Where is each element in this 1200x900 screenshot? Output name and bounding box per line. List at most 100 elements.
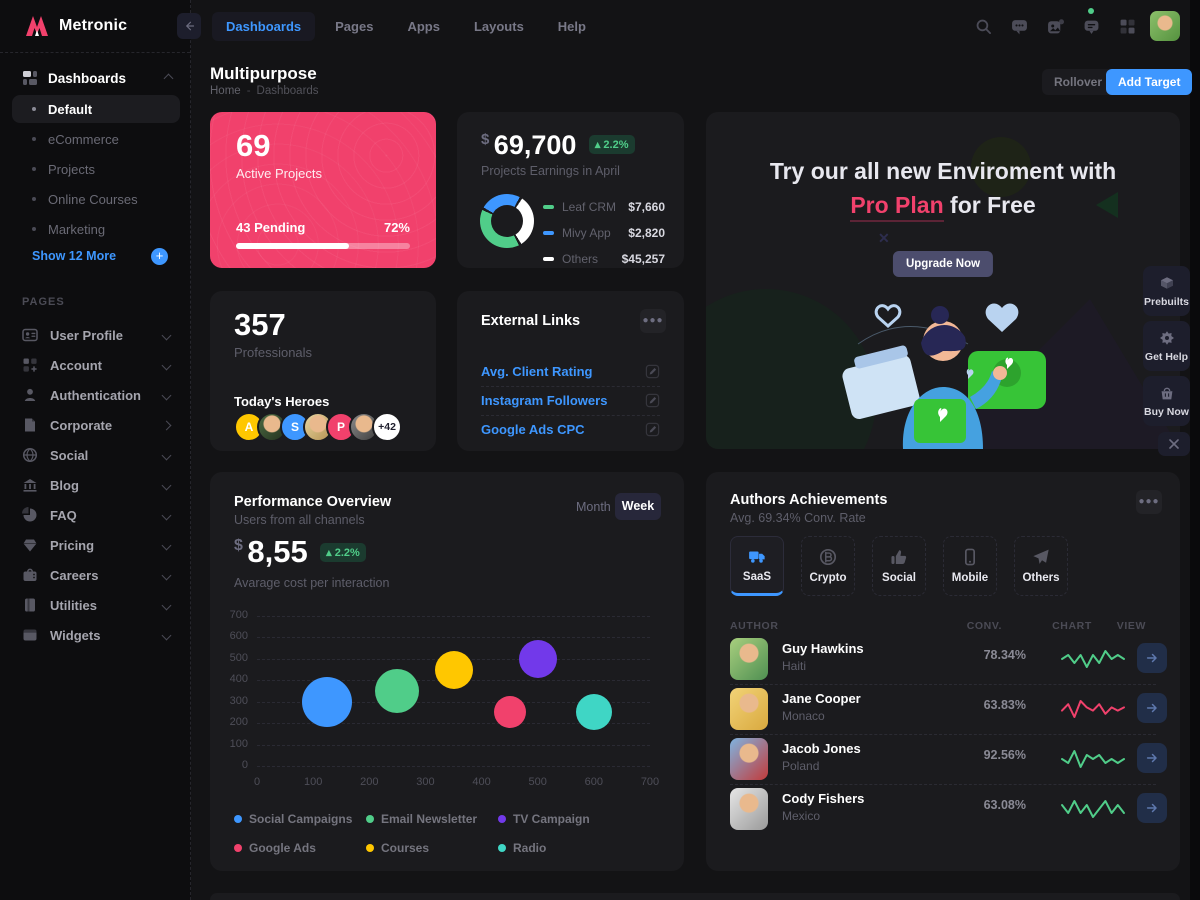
earnings-legend-item: Leaf CRM $7,660 (543, 200, 665, 214)
professionals-value: 357 (234, 307, 286, 342)
sidebar-item-user-profile[interactable]: User Profile (12, 320, 180, 350)
user-avatar[interactable] (1150, 11, 1180, 41)
rollover-button[interactable]: Rollover (1042, 69, 1115, 95)
topo-pattern (210, 112, 436, 268)
sidebar-item-ecommerce[interactable]: eCommerce (12, 125, 180, 153)
bank-icon (23, 479, 37, 492)
sidebar-item-authentication[interactable]: Authentication (12, 380, 180, 410)
gridline (257, 723, 650, 725)
edit-square-icon (645, 364, 660, 379)
edit-square-icon-button[interactable] (645, 393, 660, 408)
get-help-button[interactable]: Get Help (1143, 321, 1190, 371)
sidebar-item-widgets[interactable]: Widgets (12, 620, 180, 650)
close-icon (1169, 439, 1179, 449)
topnav-item-apps[interactable]: Apps (407, 19, 440, 34)
hero-avatar-more-count[interactable]: +42 (372, 412, 402, 442)
next-card-edge (210, 893, 1180, 900)
chat-icon-button[interactable] (1006, 13, 1032, 39)
legend-item-email-newsletter: Email Newsletter (366, 812, 477, 826)
author-name[interactable]: Jane Cooper (782, 691, 861, 706)
show-more-link[interactable]: Show 12 More (32, 249, 117, 263)
author-row-cody-fishers: Cody Fishers Mexico 63.08% (730, 784, 1167, 834)
sidebar-item-careers[interactable]: Careers (12, 560, 180, 590)
bubble-chart: 0 100 200 300 400 500 600 700 0 100 200 300 400 500 60… (210, 609, 684, 797)
toggle-week[interactable]: Week (615, 493, 661, 520)
globe-icon (22, 447, 38, 463)
view-author-button[interactable] (1137, 743, 1167, 773)
sidebar-collapse-button[interactable] (177, 13, 201, 39)
bullet-icon (32, 107, 36, 111)
author-name[interactable]: Guy Hawkins (782, 641, 864, 656)
breadcrumb-item[interactable]: Home (210, 85, 241, 97)
edit-square-icon-button[interactable] (645, 364, 660, 379)
add-target-button[interactable]: Add Target (1106, 69, 1193, 95)
topnav-item-pages[interactable]: Pages (335, 19, 374, 34)
apps-grid-icon-button[interactable] (1114, 13, 1140, 39)
add-dashboard-button[interactable]: + (151, 248, 168, 265)
topnav-item-help[interactable]: Help (557, 19, 586, 34)
sidebar-item-default[interactable]: Default (12, 95, 180, 123)
author-conversion: 78.34% (983, 648, 1026, 662)
toggle-month[interactable]: Month (576, 500, 611, 514)
tab-others[interactable]: Others (1014, 536, 1068, 596)
sidebar-item-blog[interactable]: Blog (12, 470, 180, 500)
author-name[interactable]: Jacob Jones (782, 741, 861, 756)
x-axis-tick: 400 (472, 776, 491, 788)
floating-close-button[interactable] (1158, 432, 1190, 456)
earnings-value: 69,700 (493, 130, 577, 160)
author-avatar (730, 638, 768, 680)
notifications-icon-button[interactable] (1042, 13, 1068, 39)
professionals-card: 357 Professionals Today's Heroes A S P +42 (210, 291, 436, 451)
sidebar-item-projects[interactable]: Projects (12, 155, 180, 183)
tab-social[interactable]: Social (872, 536, 926, 596)
breadcrumb: Home - Dashboards (210, 85, 319, 97)
chevron-down-icon (161, 360, 172, 371)
topnav-item-dashboards[interactable]: Dashboards (212, 12, 316, 41)
earnings-legend-item: Others $45,257 (543, 252, 665, 266)
view-author-button[interactable] (1137, 643, 1167, 673)
sidebar-item-pricing[interactable]: Pricing (12, 530, 180, 560)
tab-mobile[interactable]: Mobile (943, 536, 997, 596)
prebuilts-button[interactable]: Prebuilts (1143, 266, 1190, 316)
bitcoin-icon (819, 548, 837, 566)
sidebar-item-faq[interactable]: FAQ (12, 500, 180, 530)
metronic-logo-icon (26, 16, 48, 36)
external-link[interactable]: Instagram Followers (481, 393, 608, 408)
apps-grid-icon (1120, 19, 1135, 34)
sidebar-section-dashboards[interactable]: Dashboards (22, 70, 174, 86)
messages-icon-button[interactable] (1078, 8, 1104, 39)
view-author-button[interactable] (1137, 693, 1167, 723)
topnav-item-layouts[interactable]: Layouts (473, 19, 524, 34)
grid-plus-icon (23, 358, 37, 372)
edit-square-icon-button[interactable] (645, 422, 660, 437)
legend-dot (498, 815, 506, 823)
author-name[interactable]: Cody Fishers (782, 791, 865, 806)
brand-logo[interactable]: Metronic (24, 14, 127, 38)
buy-now-button[interactable]: Buy Now (1143, 376, 1190, 426)
view-author-button[interactable] (1137, 793, 1167, 823)
dashed-separator (481, 415, 660, 416)
external-link[interactable]: Avg. Client Rating (481, 364, 593, 379)
dashboards-grid-icon (23, 71, 37, 85)
legend-color-dash (543, 257, 554, 261)
sidebar-item-corporate[interactable]: Corporate (12, 410, 180, 440)
legend-item-tv-campaign: TV Campaign (498, 812, 590, 826)
sidebar-item-account[interactable]: Account (12, 350, 180, 380)
external-link[interactable]: Google Ads CPC (481, 422, 585, 437)
tab-saas[interactable]: SaaS (730, 536, 784, 596)
hero-avatar-photo[interactable] (257, 412, 287, 442)
search-icon-button[interactable] (970, 13, 996, 39)
sidebar-item-online-courses[interactable]: Online Courses (12, 185, 180, 213)
card-menu-button[interactable]: ●●● (1136, 490, 1162, 514)
y-axis-tick: 0 (241, 759, 248, 771)
sidebar-item-social[interactable]: Social (12, 440, 180, 470)
legend-item-google-ads: Google Ads (234, 841, 316, 855)
author-avatar (730, 738, 768, 780)
sidebar-item-utilities[interactable]: Utilities (12, 590, 180, 620)
card-menu-button[interactable]: ●●● (640, 309, 666, 333)
tab-crypto[interactable]: Crypto (801, 536, 855, 596)
search-icon (976, 19, 991, 34)
authors-subtitle: Avg. 69.34% Conv. Rate (730, 511, 866, 525)
upgrade-now-button[interactable]: Upgrade Now (892, 251, 994, 277)
sidebar-item-marketing[interactable]: Marketing (12, 215, 180, 243)
